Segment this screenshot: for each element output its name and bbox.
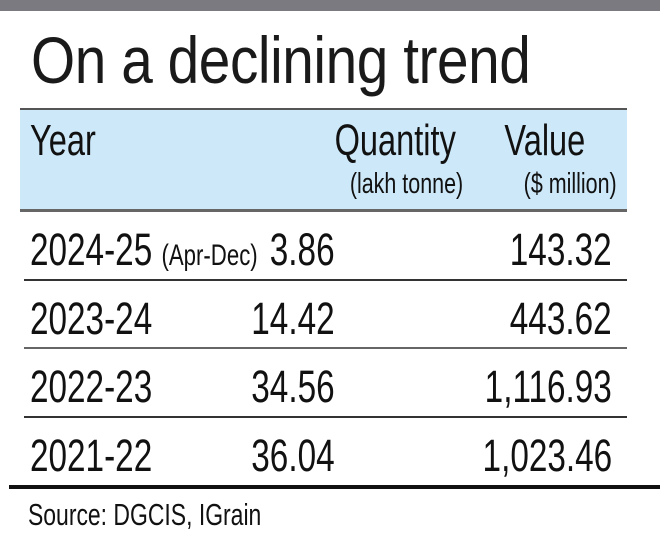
table-header: Year Quantity (lakh tonne) Value ($ mill… [20, 108, 627, 212]
row-value: 1,116.93 [440, 361, 612, 413]
table-row: 2022-23 34.56 1,116.93 [20, 349, 627, 417]
row-quantity: 36.04 [222, 430, 335, 482]
header-quantity-label: Quantity [334, 116, 456, 165]
row-value: 1,023.46 [437, 430, 612, 482]
header-value-unit-label: ($ million) [523, 168, 617, 200]
header-quantity-unit-label: (lakh tonne) [349, 168, 463, 200]
row-value: 443.62 [474, 293, 612, 345]
header-value: Value [476, 116, 585, 166]
row-quantity: 3.86 [247, 224, 335, 276]
row-year: 2023-24 [30, 293, 195, 345]
year-text: 2022-23 [30, 361, 153, 412]
row-quantity: 14.42 [222, 293, 335, 345]
table-bottom-rule [9, 485, 660, 489]
year-note: (Apr-Dec) [161, 239, 258, 272]
header-quantity-unit: (lakh tonne) [310, 168, 463, 201]
quantity-text: 36.04 [251, 430, 335, 481]
quantity-text: 14.42 [251, 293, 335, 344]
value-text: 443.62 [510, 293, 612, 344]
quantity-text: 3.86 [270, 224, 335, 275]
table-row: 2021-22 36.04 1,023.46 [20, 418, 627, 486]
year-text: 2024-25 [30, 224, 153, 275]
quantity-text: 34.56 [251, 361, 335, 412]
top-bar [0, 0, 660, 11]
year-text: 2023-24 [30, 293, 153, 344]
header-value-unit: ($ million) [491, 168, 617, 201]
value-text: 1,023.46 [482, 430, 612, 481]
row-divider [24, 347, 627, 349]
header-year-label: Year [30, 116, 96, 165]
header-quantity: Quantity [292, 116, 456, 166]
row-quantity: 34.56 [222, 361, 335, 413]
row-year: 2021-22 [30, 430, 195, 482]
source-note: Source: DGCIS, IGrain [28, 497, 343, 533]
value-text: 1,116.93 [484, 361, 612, 412]
row-divider [24, 416, 627, 418]
table-row: 2024-25 (Apr-Dec) 3.86 143.32 [20, 212, 627, 280]
header-value-label: Value [504, 116, 585, 165]
chart-title: On a declining trend [31, 23, 531, 97]
row-year: 2022-23 [30, 361, 195, 413]
table-row: 2023-24 14.42 443.62 [20, 281, 627, 349]
header-year: Year [30, 116, 119, 166]
row-value: 143.32 [474, 224, 612, 276]
row-divider [24, 279, 627, 281]
value-text: 143.32 [510, 224, 612, 275]
row-year: 2024-25 (Apr-Dec) [30, 224, 338, 276]
year-text: 2021-22 [30, 430, 153, 481]
source-text: Source: DGCIS, IGrain [28, 497, 262, 532]
